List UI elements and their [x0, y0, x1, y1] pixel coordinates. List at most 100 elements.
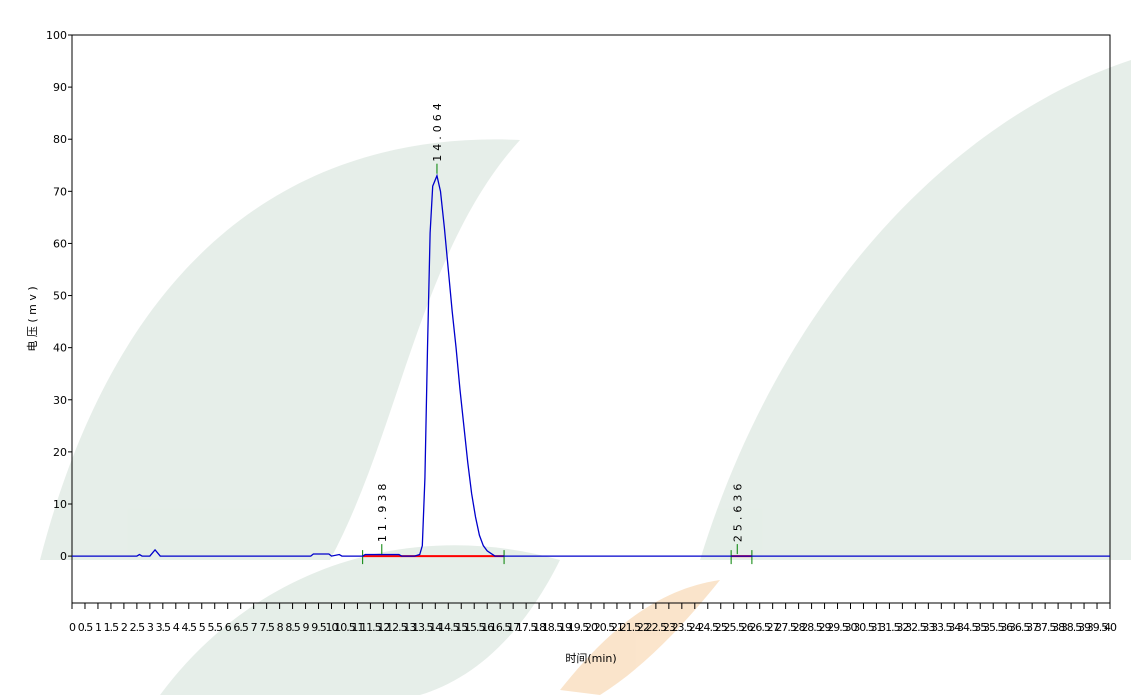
x-tick-label: 36.5 [1009, 621, 1030, 634]
x-tick-label: 29.5 [827, 621, 848, 634]
peak-label: 11.938 [376, 480, 389, 543]
x-tick-label: 13.5 [412, 621, 433, 634]
x-tick-label: 20 [585, 621, 598, 634]
x-tick-label: 3 [147, 621, 154, 634]
leaf-shape [160, 545, 560, 695]
x-tick-label: 34.5 [957, 621, 978, 634]
x-tick-label: 14.5 [438, 621, 459, 634]
x-tick-label: 28.5 [801, 621, 822, 634]
x-tick-label: 15.5 [464, 621, 485, 634]
x-tick-label: 40 [1104, 621, 1117, 634]
y-tick-label: 100 [46, 29, 67, 42]
leaf-shape [40, 139, 520, 560]
x-tick-label: 33 [922, 621, 935, 634]
x-tick-label: 22 [637, 621, 649, 634]
x-tick-label: 19.5 [568, 621, 589, 634]
x-tick-label: 16 [481, 621, 494, 634]
x-tick-label: 30 [845, 621, 858, 634]
x-tick-label: 15 [455, 621, 468, 634]
x-tick-label: 31 [870, 621, 882, 634]
y-tick-label: 30 [53, 394, 67, 407]
x-tick-label: 0.5 [78, 621, 93, 634]
x-tick-label: 32 [896, 621, 908, 634]
x-tick-label: 10.5 [334, 621, 355, 634]
x-tick-label: 9 [303, 621, 310, 634]
x-tick-label: 23.5 [672, 621, 693, 634]
x-tick-label: 4.5 [182, 621, 197, 634]
x-tick-label: 28 [793, 621, 806, 634]
watermark [40, 60, 1131, 695]
x-tick-label: 24.5 [698, 621, 719, 634]
y-tick-label: 20 [53, 446, 67, 459]
x-tick-label: 26 [741, 621, 754, 634]
x-tick-label: 18 [533, 621, 546, 634]
x-tick-label: 3.5 [156, 621, 171, 634]
y-axis-label: 电 压 ( m v ) [26, 286, 39, 351]
x-tick-label: 12.5 [386, 621, 407, 634]
x-tick-label: 21.5 [620, 621, 641, 634]
x-tick-label: 25.5 [723, 621, 744, 634]
x-tick-label: 5.5 [207, 621, 222, 634]
x-tick-label: 12 [377, 621, 389, 634]
x-tick-label: 1.5 [104, 621, 119, 634]
x-tick-label: 19 [559, 621, 572, 634]
x-tick-label: 39.5 [1087, 621, 1108, 634]
x-tick-label: 7.5 [259, 621, 274, 634]
x-tick-label: 27 [767, 621, 780, 634]
y-tick-label: 0 [60, 550, 67, 563]
y-tick-label: 80 [53, 133, 67, 146]
x-tick-label: 35 [974, 621, 987, 634]
x-tick-label: 6 [225, 621, 232, 634]
leaf-shape [560, 580, 720, 695]
peak-label: 14.064 [431, 99, 444, 162]
x-tick-label: 2.5 [130, 621, 145, 634]
x-tick-label: 8 [277, 621, 284, 634]
x-tick-label: 8.5 [285, 621, 300, 634]
x-tick-label: 1 [95, 621, 101, 634]
x-tick-label: 21 [611, 621, 623, 634]
x-tick-label: 29 [819, 621, 832, 634]
trace-line [72, 173, 1110, 557]
x-tick-label: 39 [1078, 621, 1091, 634]
x-tick-label: 37 [1026, 621, 1039, 634]
x-tick-label: 4 [173, 621, 180, 634]
y-tick-label: 60 [53, 237, 67, 250]
x-tick-label: 36 [1000, 621, 1013, 634]
x-tick-label: 30.5 [853, 621, 874, 634]
x-tick-label: 0 [69, 621, 76, 634]
x-tick-label: 5 [199, 621, 206, 634]
y-tick-label: 90 [53, 81, 67, 94]
x-tick-label: 17 [507, 621, 520, 634]
x-tick-label: 23 [663, 621, 676, 634]
x-tick-label: 32.5 [905, 621, 926, 634]
y-tick-label: 10 [53, 498, 67, 511]
x-tick-label: 25 [715, 621, 728, 634]
x-tick-label: 38 [1052, 621, 1065, 634]
x-tick-label: 18.5 [542, 621, 563, 634]
x-tick-label: 7 [251, 621, 258, 634]
x-tick-label: 2 [121, 621, 127, 634]
x-tick-label: 38.5 [1061, 621, 1082, 634]
leaf-shape [700, 60, 1131, 560]
y-tick-label: 50 [53, 290, 67, 303]
x-tick-label: 27.5 [775, 621, 796, 634]
x-tick-label: 16.5 [490, 621, 511, 634]
x-tick-label: 6.5 [233, 621, 248, 634]
x-tick-label: 17.5 [516, 621, 537, 634]
x-tick-label: 9.5 [311, 621, 326, 634]
x-tick-label: 10 [326, 621, 339, 634]
x-tick-label: 24 [689, 621, 702, 634]
y-tick-label: 70 [53, 185, 67, 198]
x-tick-label: 14 [429, 621, 442, 634]
y-tick-label: 40 [53, 342, 67, 355]
peak-label: 25.636 [731, 480, 744, 543]
x-tick-label: 37.5 [1035, 621, 1056, 634]
x-tick-label: 11 [351, 621, 363, 634]
x-axis-label: 时间(min) [565, 652, 616, 665]
x-tick-label: 26.5 [749, 621, 770, 634]
x-tick-label: 11.5 [360, 621, 381, 634]
x-tick-label: 31.5 [879, 621, 900, 634]
x-tick-label: 35.5 [983, 621, 1004, 634]
x-tick-label: 20.5 [594, 621, 615, 634]
